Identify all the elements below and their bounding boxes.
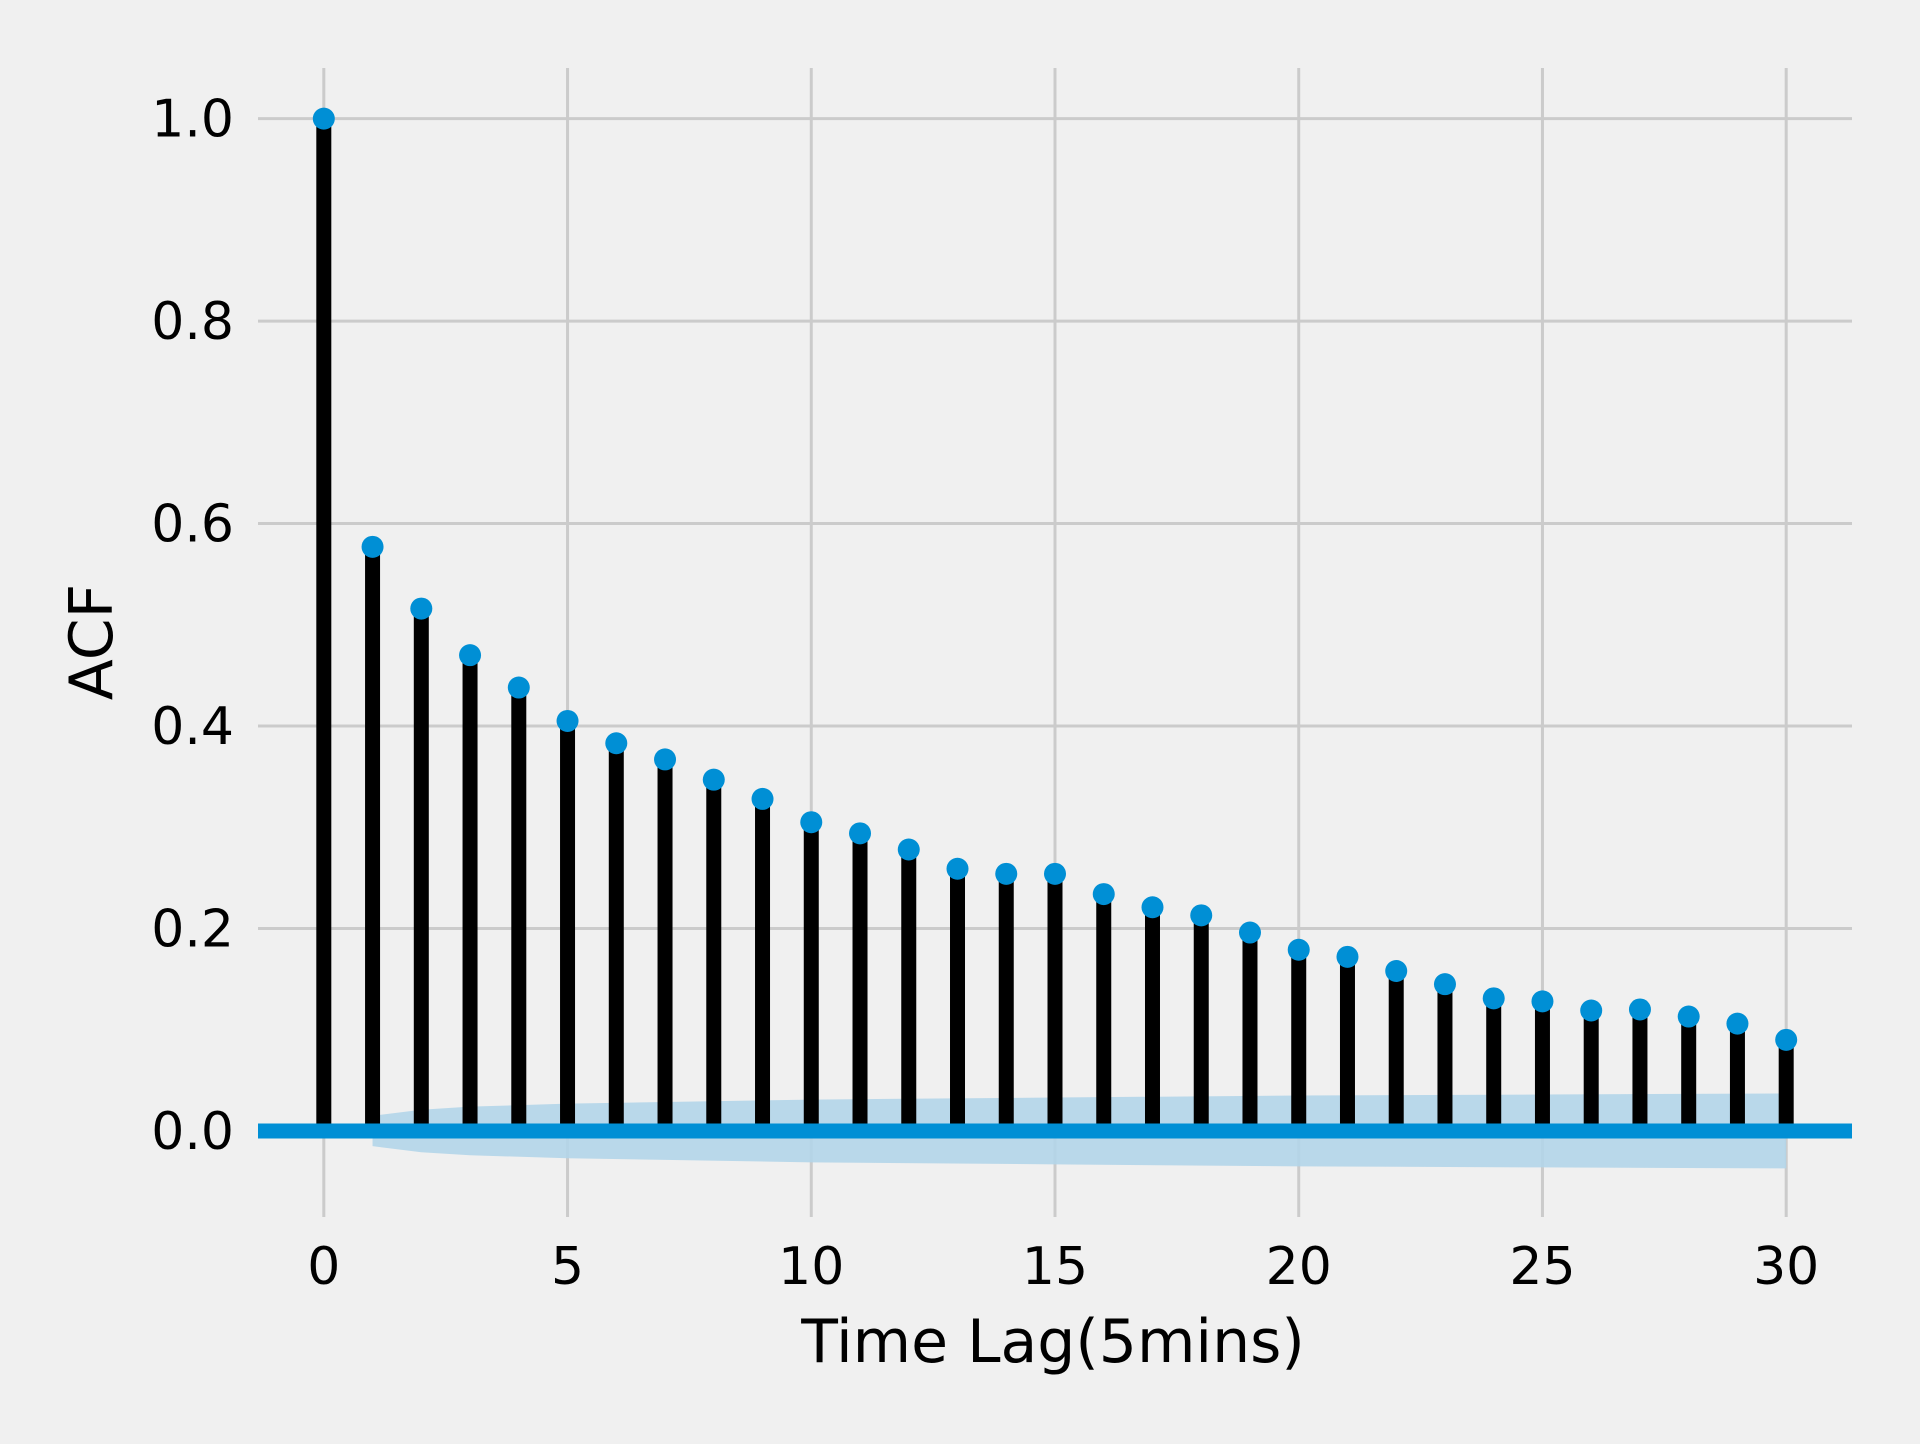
x-tick-label: 30 — [1753, 1237, 1819, 1297]
y-tick-label: 0.4 — [151, 697, 234, 757]
acf-marker — [1628, 998, 1651, 1021]
acf-marker — [556, 709, 579, 732]
acf-marker — [800, 811, 823, 834]
x-tick-label: 5 — [551, 1237, 584, 1297]
y-tick-label: 0.8 — [151, 292, 234, 352]
acf-marker — [897, 838, 920, 861]
y-tick-labels: 0.0 0.2 0.4 0.6 0.8 1.0 — [151, 90, 234, 1162]
acf-marker — [1726, 1012, 1749, 1035]
acf-marker — [1238, 921, 1261, 944]
acf-marker — [605, 732, 628, 755]
acf-marker — [1287, 938, 1310, 961]
y-tick-label: 0.0 — [151, 1102, 234, 1162]
acf-marker — [849, 822, 872, 845]
acf-marker — [1531, 990, 1554, 1013]
x-tick-label: 10 — [778, 1237, 844, 1297]
acf-marker — [995, 862, 1018, 885]
acf-marker — [361, 535, 384, 558]
acf-marker — [1092, 883, 1115, 906]
acf-marker — [1336, 945, 1359, 968]
acf-marker — [1044, 862, 1066, 885]
x-tick-label: 15 — [1022, 1237, 1088, 1297]
y-tick-label: 0.6 — [151, 495, 234, 555]
x-tick-label: 25 — [1509, 1237, 1575, 1297]
acf-marker — [702, 768, 725, 791]
acf-marker — [312, 107, 335, 130]
y-tick-label: 0.2 — [151, 899, 234, 959]
acf-marker — [1190, 904, 1213, 927]
acf-marker — [1677, 1005, 1700, 1028]
acf-marker — [1141, 896, 1164, 919]
acf-marker — [1775, 1028, 1798, 1051]
acf-marker — [1385, 960, 1408, 983]
markers — [312, 107, 1798, 1051]
acf-marker — [946, 857, 969, 880]
stems — [316, 118, 1794, 1131]
x-axis-title: Time Lag(5mins) — [800, 1307, 1305, 1377]
y-tick-label: 1.0 — [151, 90, 234, 150]
acf-marker — [751, 787, 774, 810]
x-tick-label: 20 — [1266, 1237, 1332, 1297]
x-tick-labels: 0 5 10 15 20 25 30 — [307, 1237, 1819, 1297]
x-tick-label: 0 — [307, 1237, 340, 1297]
acf-marker — [1580, 999, 1603, 1022]
acf-marker — [410, 597, 433, 620]
acf-marker — [1433, 973, 1456, 996]
acf-marker — [459, 644, 482, 667]
y-axis-title: ACF — [57, 584, 127, 700]
acf-marker — [1482, 987, 1505, 1010]
acf-marker — [507, 676, 530, 699]
acf-marker — [654, 748, 677, 771]
